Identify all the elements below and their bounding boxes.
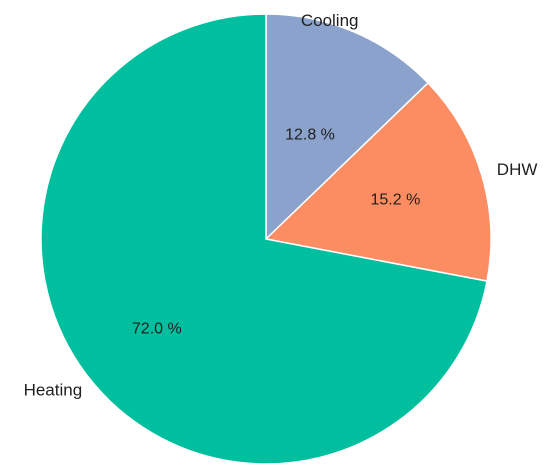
category-label-heating: Heating — [24, 380, 83, 399]
pie-category-labels: Cooling DHW Heating — [24, 11, 538, 399]
pie-slice-heating — [40, 13, 488, 465]
value-label-cooling: 12.8 % — [285, 127, 335, 144]
pie-slice-cooling — [265, 13, 429, 240]
category-label-cooling: Cooling — [301, 11, 359, 30]
value-label-dhw: 15.2 % — [370, 192, 420, 209]
pie-slice-dhw — [265, 82, 492, 282]
pie-value-labels: 12.8 % 15.2 % 72.0 % — [132, 127, 420, 338]
pie-slices — [40, 13, 492, 465]
category-label-dhw: DHW — [497, 160, 538, 179]
value-label-heating: 72.0 % — [132, 321, 182, 338]
